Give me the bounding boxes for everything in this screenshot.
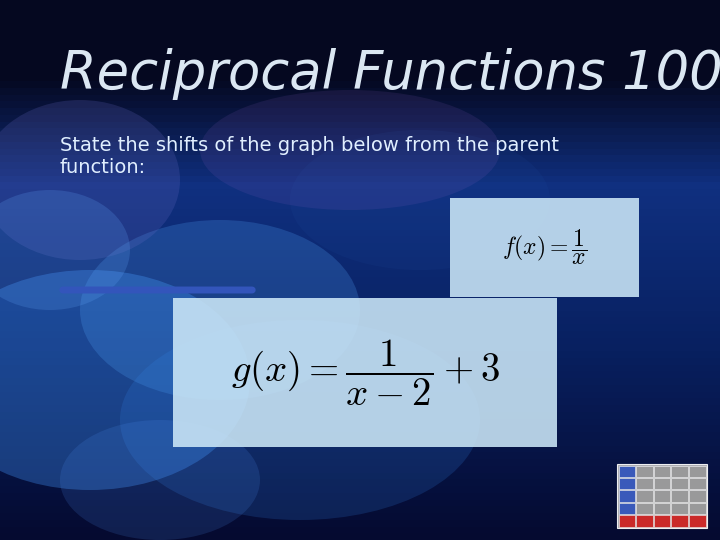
FancyBboxPatch shape [450, 198, 639, 297]
Text: $f(x)=\dfrac{1}{x}$: $f(x)=\dfrac{1}{x}$ [502, 228, 588, 267]
FancyBboxPatch shape [618, 490, 635, 502]
FancyBboxPatch shape [654, 490, 670, 502]
FancyBboxPatch shape [636, 465, 653, 477]
FancyBboxPatch shape [671, 465, 688, 477]
Ellipse shape [200, 90, 500, 210]
Ellipse shape [0, 100, 180, 260]
FancyBboxPatch shape [689, 515, 706, 526]
Text: function:: function: [60, 158, 146, 177]
FancyBboxPatch shape [689, 490, 706, 502]
Text: Reciprocal Functions 100: Reciprocal Functions 100 [60, 48, 720, 100]
Ellipse shape [60, 420, 260, 540]
FancyBboxPatch shape [654, 478, 670, 489]
FancyBboxPatch shape [689, 465, 706, 477]
FancyBboxPatch shape [654, 503, 670, 514]
FancyBboxPatch shape [618, 478, 635, 489]
FancyBboxPatch shape [654, 465, 670, 477]
FancyBboxPatch shape [617, 464, 707, 528]
FancyBboxPatch shape [636, 503, 653, 514]
FancyBboxPatch shape [636, 515, 653, 526]
Ellipse shape [0, 270, 250, 490]
FancyBboxPatch shape [636, 490, 653, 502]
FancyBboxPatch shape [636, 478, 653, 489]
Ellipse shape [0, 190, 130, 310]
FancyBboxPatch shape [173, 298, 557, 447]
FancyBboxPatch shape [618, 465, 635, 477]
FancyBboxPatch shape [689, 478, 706, 489]
FancyBboxPatch shape [671, 515, 688, 526]
Text: State the shifts of the graph below from the parent: State the shifts of the graph below from… [60, 136, 559, 155]
FancyBboxPatch shape [671, 478, 688, 489]
FancyBboxPatch shape [654, 515, 670, 526]
Text: $g(x)=\dfrac{1}{x-2}+3$: $g(x)=\dfrac{1}{x-2}+3$ [230, 338, 500, 408]
FancyBboxPatch shape [671, 503, 688, 514]
FancyBboxPatch shape [618, 503, 635, 514]
Ellipse shape [120, 320, 480, 520]
Ellipse shape [290, 130, 550, 270]
Ellipse shape [80, 220, 360, 400]
FancyBboxPatch shape [618, 515, 635, 526]
FancyBboxPatch shape [671, 490, 688, 502]
FancyBboxPatch shape [689, 503, 706, 514]
